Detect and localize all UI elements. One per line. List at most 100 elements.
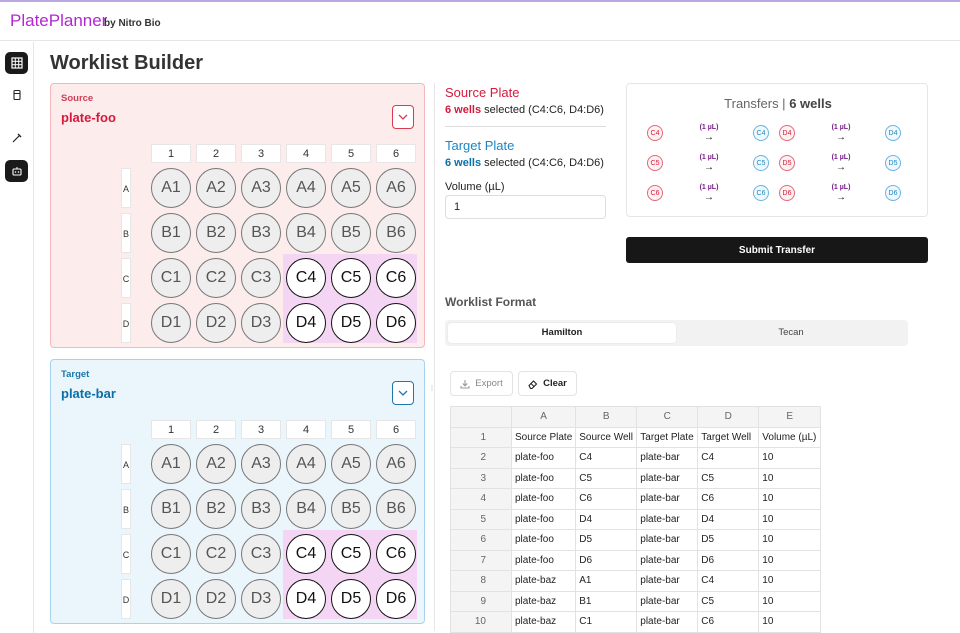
source-well-c4[interactable]: C4 <box>286 258 326 298</box>
target-well-a3[interactable]: A3 <box>241 444 281 484</box>
target-row-header[interactable]: D <box>121 579 131 619</box>
table-cell[interactable]: C6 <box>697 611 760 633</box>
table-cell[interactable]: plate-foo <box>510 467 577 489</box>
source-column-header[interactable]: 3 <box>241 144 281 163</box>
column-header[interactable]: A <box>510 406 577 428</box>
table-cell[interactable]: plate-bar <box>636 590 699 612</box>
table-cell[interactable]: B1 <box>575 590 638 612</box>
source-well-a3[interactable]: A3 <box>241 168 281 208</box>
source-well-c3[interactable]: C3 <box>241 258 281 298</box>
row-number[interactable]: 1 <box>450 426 512 448</box>
row-number[interactable]: 7 <box>450 549 512 571</box>
target-row-header[interactable]: C <box>121 534 131 574</box>
target-column-header[interactable]: 5 <box>331 420 371 439</box>
row-number[interactable]: 3 <box>450 467 512 489</box>
table-cell[interactable]: plate-bar <box>636 611 699 633</box>
row-number[interactable]: 9 <box>450 590 512 612</box>
target-well-b6[interactable]: B6 <box>376 489 416 529</box>
table-cell[interactable]: A1 <box>575 570 638 592</box>
table-cell[interactable]: C4 <box>575 447 638 469</box>
grid-icon[interactable] <box>5 52 28 74</box>
table-cell[interactable]: 10 <box>758 447 822 469</box>
target-well-b1[interactable]: B1 <box>151 489 191 529</box>
table-cell[interactable]: plate-bar <box>636 549 699 571</box>
column-header[interactable]: D <box>697 406 760 428</box>
table-cell[interactable]: plate-foo <box>510 447 577 469</box>
table-cell[interactable]: C6 <box>575 488 638 510</box>
row-number[interactable]: 8 <box>450 570 512 592</box>
pipette-icon[interactable] <box>5 127 28 149</box>
source-column-header[interactable]: 4 <box>286 144 326 163</box>
source-plate-dropdown[interactable] <box>392 105 414 129</box>
table-cell[interactable]: C4 <box>697 447 760 469</box>
table-cell[interactable]: 10 <box>758 467 822 489</box>
source-well-b6[interactable]: B6 <box>376 213 416 253</box>
target-column-header[interactable]: 6 <box>376 420 416 439</box>
source-well-c5[interactable]: C5 <box>331 258 371 298</box>
splitter-grip-icon[interactable]: ⁞ <box>431 386 433 393</box>
source-row-header[interactable]: D <box>121 303 131 343</box>
table-cell[interactable]: plate-bar <box>636 529 699 551</box>
source-well-a6[interactable]: A6 <box>376 168 416 208</box>
table-cell[interactable]: 10 <box>758 590 822 612</box>
target-well-c5[interactable]: C5 <box>331 534 371 574</box>
table-cell[interactable]: C6 <box>697 488 760 510</box>
source-well-d5[interactable]: D5 <box>331 303 371 343</box>
plate-icon[interactable] <box>5 84 28 106</box>
target-well-b5[interactable]: B5 <box>331 489 371 529</box>
table-cell[interactable]: 10 <box>758 488 822 510</box>
table-cell[interactable]: C5 <box>575 467 638 489</box>
source-column-header[interactable]: 6 <box>376 144 416 163</box>
source-well-a5[interactable]: A5 <box>331 168 371 208</box>
table-cell[interactable]: Source Well <box>575 426 638 448</box>
target-well-a5[interactable]: A5 <box>331 444 371 484</box>
target-well-b2[interactable]: B2 <box>196 489 236 529</box>
table-cell[interactable]: plate-foo <box>510 549 577 571</box>
source-well-a4[interactable]: A4 <box>286 168 326 208</box>
table-cell[interactable]: 10 <box>758 611 822 633</box>
target-well-c3[interactable]: C3 <box>241 534 281 574</box>
format-option-hamilton[interactable]: Hamilton <box>448 323 676 343</box>
table-cell[interactable]: C5 <box>697 467 760 489</box>
target-well-a1[interactable]: A1 <box>151 444 191 484</box>
table-cell[interactable]: plate-bar <box>636 570 699 592</box>
row-number[interactable]: 5 <box>450 508 512 530</box>
table-cell[interactable]: C5 <box>697 590 760 612</box>
row-number[interactable]: 4 <box>450 488 512 510</box>
column-header[interactable]: B <box>575 406 638 428</box>
table-cell[interactable]: D5 <box>575 529 638 551</box>
table-cell[interactable]: Target Plate <box>636 426 699 448</box>
table-cell[interactable]: plate-foo <box>510 529 577 551</box>
target-well-b4[interactable]: B4 <box>286 489 326 529</box>
source-well-d4[interactable]: D4 <box>286 303 326 343</box>
table-cell[interactable]: D6 <box>575 549 638 571</box>
source-row-header[interactable]: B <box>121 213 131 253</box>
table-cell[interactable]: plate-bar <box>636 447 699 469</box>
source-well-b2[interactable]: B2 <box>196 213 236 253</box>
source-well-a1[interactable]: A1 <box>151 168 191 208</box>
target-well-d1[interactable]: D1 <box>151 579 191 619</box>
target-well-a6[interactable]: A6 <box>376 444 416 484</box>
table-cell[interactable]: plate-baz <box>510 590 577 612</box>
source-well-c2[interactable]: C2 <box>196 258 236 298</box>
target-well-d2[interactable]: D2 <box>196 579 236 619</box>
target-row-header[interactable]: B <box>121 489 131 529</box>
source-row-header[interactable]: A <box>121 168 131 208</box>
submit-transfer-button[interactable]: Submit Transfer <box>626 237 928 263</box>
row-number[interactable]: 2 <box>450 447 512 469</box>
source-well-b5[interactable]: B5 <box>331 213 371 253</box>
format-option-tecan[interactable]: Tecan <box>778 327 804 338</box>
source-well-b4[interactable]: B4 <box>286 213 326 253</box>
source-column-header[interactable]: 5 <box>331 144 371 163</box>
column-header[interactable]: C <box>636 406 699 428</box>
target-column-header[interactable]: 1 <box>151 420 191 439</box>
table-cell[interactable]: 10 <box>758 549 822 571</box>
target-well-a4[interactable]: A4 <box>286 444 326 484</box>
source-well-b1[interactable]: B1 <box>151 213 191 253</box>
target-well-d3[interactable]: D3 <box>241 579 281 619</box>
target-well-c4[interactable]: C4 <box>286 534 326 574</box>
source-well-d1[interactable]: D1 <box>151 303 191 343</box>
column-header[interactable]: E <box>758 406 822 428</box>
target-well-c2[interactable]: C2 <box>196 534 236 574</box>
target-column-header[interactable]: 2 <box>196 420 236 439</box>
